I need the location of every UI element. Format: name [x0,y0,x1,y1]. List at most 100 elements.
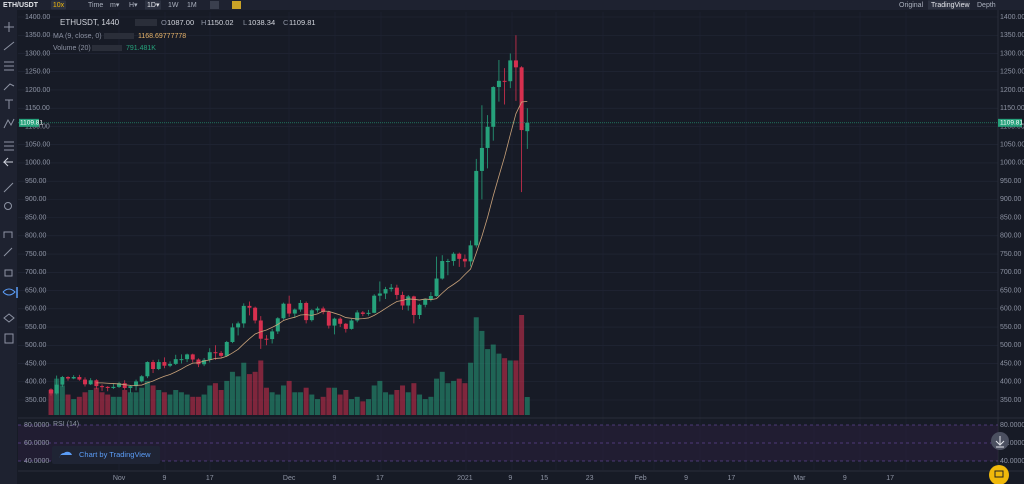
rsi-tick-label: 80.0000 [24,422,49,429]
watermark[interactable]: Chart by TradingView [79,450,151,459]
candle-body [519,67,524,131]
volume-bar [201,394,207,415]
volume-bar [405,392,411,415]
ma-buttons[interactable] [104,33,134,39]
volume-bar [507,360,513,415]
leverage-badge[interactable] [51,0,66,10]
legend-label: L [243,18,247,27]
download-icon [995,436,1005,448]
candle-body [468,245,473,262]
volume-bar [263,387,269,415]
back-tool[interactable] [2,157,13,167]
volume-bar [326,387,332,415]
y-tick-label: 850.00 [25,214,47,221]
legend-high: 1150.02 [207,18,234,27]
interval[interactable]: Time [88,2,103,9]
x-tick-label: 15 [540,475,548,482]
volume-bar [394,390,400,415]
brush-tool[interactable] [3,83,15,91]
measure-tool[interactable] [3,182,14,193]
pair[interactable]: ETH/USDT [3,2,39,9]
volume-bar [127,392,133,415]
candle-body [502,80,507,82]
volume-bar [161,392,167,415]
volume-bar [417,394,423,415]
volume-bar [462,383,468,415]
text-tool[interactable] [5,99,13,109]
tv-logo [59,451,72,458]
lock-tool[interactable] [4,269,13,277]
volume-bar [195,396,201,415]
y-tick-label: 950.00 [25,178,47,185]
plot-area: 350.00 350.00 400.00 400.00 450.00 450.00 500.… [18,10,1024,484]
candle-body [156,362,161,369]
visibility-tool[interactable] [2,288,16,296]
y-tick-label: 1300.00 [25,50,50,57]
volume-bar [76,396,82,415]
candle-body [491,87,496,127]
last-price-label: 1109.81 [1000,120,1023,127]
indicator-button[interactable] [210,1,219,9]
candle-body [236,323,241,328]
legend-buttons[interactable] [135,19,157,26]
left-toolbar [0,10,17,484]
chat-button[interactable] [989,465,1009,484]
candle-body [383,289,388,294]
view[interactable]: Depth [977,2,996,9]
channel-tool[interactable] [4,61,14,71]
y-tick-label: 700.00 [1000,269,1022,276]
candle-body [213,352,218,354]
interval[interactable]: 1M [187,2,197,9]
leverage[interactable]: 10x [53,2,65,9]
candle-body [128,386,133,388]
pattern-tool[interactable] [3,118,15,129]
volume-bar [297,392,303,415]
fib-tool[interactable] [4,141,14,151]
y-tick-label: 1050.00 [1000,142,1024,149]
interval[interactable]: m▾ [110,2,120,9]
candle-body [111,386,116,388]
interval[interactable]: 1D▾ [147,2,160,9]
crosshair-tool[interactable] [4,22,14,32]
volume-bar [178,392,184,415]
volume-bar [502,358,508,415]
volume-bar [343,390,349,415]
trash-tool[interactable] [4,333,14,344]
y-tick-label: 600.00 [25,306,47,313]
candle-body [372,295,377,313]
y-tick-label: 550.00 [1000,324,1022,331]
legend-close: 1109.81 [289,18,316,27]
line-tool[interactable] [3,41,15,51]
volume-bar [377,380,383,415]
magnet-tool[interactable] [3,231,13,238]
candle-body [292,309,297,314]
candle-body [321,308,326,313]
view[interactable]: TradingView [931,2,970,9]
interval[interactable]: 1W [168,2,179,9]
layers-tool[interactable] [3,313,15,323]
zoom-tool[interactable] [4,202,12,210]
volume-bar [337,394,343,415]
x-tick-label: 17 [206,475,214,482]
volume-bar [116,396,122,415]
settings-button[interactable] [232,1,241,9]
interval[interactable]: H▾ [129,2,138,9]
draw-mode-tool[interactable] [3,247,13,257]
volume-bar [184,394,190,415]
candle-body [145,362,150,377]
candle-body [49,389,53,394]
y-tick-label: 1250.00 [25,69,50,76]
candle-body [349,320,354,329]
candle-body [394,287,399,295]
x-tick-label: 9 [684,475,688,482]
candle-body [315,308,320,311]
volume-bar [48,390,54,415]
candle-body [428,296,433,300]
candle-body [247,305,252,308]
view[interactable]: Original [899,2,924,9]
y-tick-label: 750.00 [25,251,47,258]
volume-buttons[interactable] [92,45,122,51]
watermark-box[interactable] [52,446,160,464]
volume-bar [411,383,417,415]
